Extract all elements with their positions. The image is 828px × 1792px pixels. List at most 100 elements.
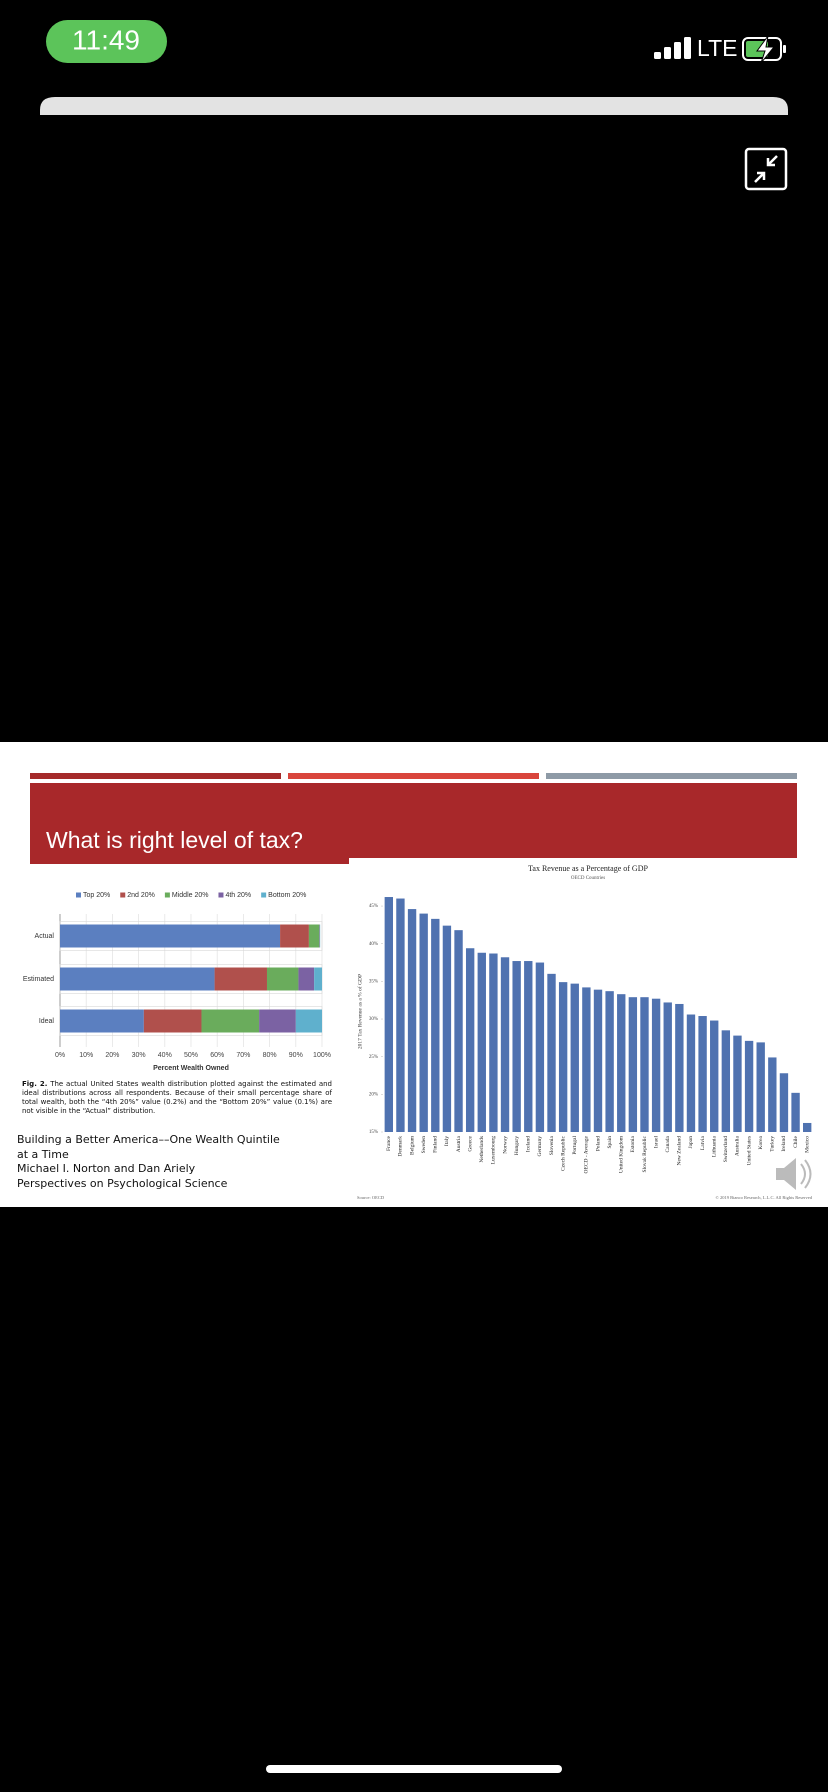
bar xyxy=(756,1042,765,1132)
bar-segment xyxy=(214,967,267,991)
y-tick-label: 25% xyxy=(369,1055,378,1060)
bar xyxy=(570,983,579,1132)
x-tick-label: 0% xyxy=(55,1052,65,1059)
bar-segment xyxy=(259,1009,296,1033)
stripe xyxy=(30,773,281,779)
x-tick-label: Sweden xyxy=(421,1136,427,1154)
bar-segment xyxy=(295,1009,322,1033)
x-tick-label: Turkey xyxy=(770,1136,776,1152)
slide-title: What is right level of tax? xyxy=(46,827,303,853)
y-tick-label: 30% xyxy=(369,1017,378,1022)
bar xyxy=(605,991,614,1132)
x-tick-label: Czech Republic xyxy=(560,1135,566,1171)
caption-text: The actual United States wealth distribu… xyxy=(22,1080,332,1115)
y-tick-label: Actual xyxy=(35,933,55,940)
x-tick-label: 70% xyxy=(236,1052,250,1059)
signal xyxy=(654,37,691,59)
x-tick-label: OECD - Average xyxy=(584,1135,590,1173)
legend-swatch xyxy=(261,892,267,898)
x-tick-label: Estonia xyxy=(630,1135,636,1152)
stripe xyxy=(288,773,539,779)
bar xyxy=(442,925,452,1132)
source-note: Source: OECD xyxy=(357,1195,385,1200)
x-tick-label: 40% xyxy=(158,1052,172,1059)
x-tick-label: Lithuania xyxy=(711,1135,717,1157)
x-tick-label: Iceland xyxy=(526,1136,532,1152)
bar-segment xyxy=(60,967,215,991)
y-tick-label: 15% xyxy=(369,1130,378,1135)
speaker-icon[interactable] xyxy=(776,1158,812,1190)
y-tick-label: 35% xyxy=(369,980,378,985)
y-tick-label: 20% xyxy=(369,1092,378,1097)
bar-segment xyxy=(266,967,299,991)
bar-segment xyxy=(60,1009,144,1033)
toolbar[interactable] xyxy=(40,97,788,115)
x-tick-label: 10% xyxy=(79,1052,93,1059)
x-tick-label: 60% xyxy=(210,1052,224,1059)
stripe xyxy=(546,773,797,779)
x-tick-label: Israel xyxy=(653,1136,659,1149)
bar xyxy=(791,1092,800,1132)
chart-title: Tax Revenue as a Percentage of GDP xyxy=(528,864,648,873)
bar-segment xyxy=(314,967,322,991)
legend-label: Top 20% xyxy=(83,892,110,899)
figure-caption: Fig. 2. The actual United States wealth … xyxy=(22,1080,332,1116)
x-tick-label: Greece xyxy=(467,1135,473,1151)
bar xyxy=(721,1030,731,1132)
bar xyxy=(710,1020,719,1132)
x-tick-label: Denmark xyxy=(398,1136,404,1157)
bar xyxy=(651,998,661,1132)
bar xyxy=(384,897,393,1132)
x-tick-label: France xyxy=(386,1135,392,1151)
x-tick-label: Australia xyxy=(735,1135,741,1156)
bar xyxy=(675,1003,684,1132)
home-indicator[interactable] xyxy=(266,1765,562,1773)
x-tick-label: Belgium xyxy=(409,1135,415,1155)
bar-segment xyxy=(201,1009,260,1033)
bar xyxy=(686,1014,696,1132)
bar-segment xyxy=(143,1009,202,1033)
bar xyxy=(698,1016,707,1132)
bar xyxy=(489,953,498,1132)
x-tick-label: 30% xyxy=(132,1052,146,1059)
x-tick-label: Finland xyxy=(433,1136,439,1153)
x-tick-label: Chile xyxy=(793,1135,799,1147)
title-band xyxy=(30,783,797,864)
y-axis-label: 2017 Tax Revenue as a % of GDP xyxy=(356,974,363,1049)
x-tick-label: Mexico xyxy=(804,1136,810,1153)
caption-label: Fig. 2. xyxy=(22,1080,48,1088)
x-tick-label: Korea xyxy=(758,1135,764,1149)
bar-segment xyxy=(298,967,315,991)
y-tick-label: Estimated xyxy=(23,976,54,983)
bar xyxy=(454,930,463,1132)
x-tick-label: 100% xyxy=(313,1052,331,1059)
bar xyxy=(396,898,405,1132)
bar xyxy=(803,1122,812,1132)
bar-segment xyxy=(60,924,281,948)
citation-line: Michael I. Norton and Dan Ariely xyxy=(17,1162,196,1175)
x-tick-label: Japan xyxy=(688,1136,694,1149)
exit-fullscreen[interactable] xyxy=(744,147,788,191)
bar xyxy=(593,989,603,1132)
bar xyxy=(500,957,510,1132)
bar xyxy=(744,1040,754,1132)
legend-label: Bottom 20% xyxy=(268,892,306,899)
x-tick-label: Ireland xyxy=(781,1136,787,1152)
bar xyxy=(524,961,533,1132)
x-tick-label: New Zealand xyxy=(677,1136,683,1166)
x-tick-label: Slovenia xyxy=(549,1135,555,1155)
bar xyxy=(733,1035,742,1132)
legend-swatch xyxy=(120,892,126,898)
x-tick-label: 20% xyxy=(105,1052,119,1059)
bar-segment xyxy=(280,924,309,948)
legend-swatch xyxy=(218,892,224,898)
x-tick-label: Canada xyxy=(665,1135,671,1152)
bar xyxy=(663,1002,672,1132)
y-tick-label: 40% xyxy=(369,942,378,947)
bar xyxy=(768,1057,777,1132)
bar xyxy=(547,973,556,1132)
x-tick-label: 50% xyxy=(184,1052,198,1059)
bar xyxy=(477,952,486,1132)
